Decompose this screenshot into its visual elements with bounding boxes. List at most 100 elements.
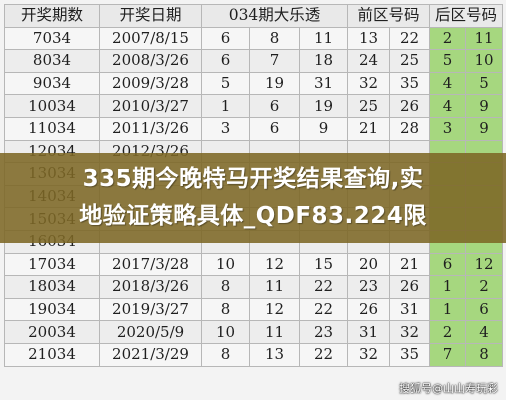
column-header: 034期大乐透 bbox=[201, 4, 348, 28]
number-cell: 23 bbox=[347, 275, 390, 299]
number-cell: 23 bbox=[299, 320, 348, 344]
number-cell: 19 bbox=[299, 94, 348, 118]
number-cell: 11 bbox=[249, 320, 300, 344]
number-cell: 8 bbox=[465, 342, 503, 367]
number-cell: 6 bbox=[201, 49, 250, 73]
number-cell: 20 bbox=[347, 252, 390, 277]
table-row: 19034 2019/3/27 8 12 22 26 31 1 6 bbox=[4, 297, 503, 322]
number-cell: 26 bbox=[389, 94, 430, 118]
number-cell: 10 bbox=[201, 320, 250, 344]
number-cell: 1 bbox=[429, 297, 466, 322]
table-header-row: 开奖期数 开奖日期 034期大乐透 前区号码 后区号码 bbox=[4, 4, 503, 28]
number-cell: 22 bbox=[299, 275, 348, 299]
number-cell: 8 bbox=[201, 275, 250, 299]
column-header: 前区号码 bbox=[347, 4, 430, 28]
number-cell: 35 bbox=[389, 71, 430, 96]
number-cell: 24 bbox=[347, 49, 390, 73]
number-cell: 2 bbox=[465, 275, 503, 299]
table-row: 7034 2007/8/15 6 8 11 13 22 2 11 bbox=[4, 26, 503, 51]
number-cell: 9 bbox=[465, 94, 503, 118]
banner-line-2: 地验证策略具体_QDF83.224限 bbox=[79, 203, 427, 229]
table-row: 17034 2017/3/28 10 12 15 20 21 6 12 bbox=[4, 252, 503, 277]
number-cell: 28 bbox=[389, 116, 430, 141]
period-cell: 10034 bbox=[4, 94, 100, 118]
number-cell: 31 bbox=[347, 320, 390, 344]
number-cell: 32 bbox=[347, 342, 390, 367]
column-header: 开奖期数 bbox=[4, 4, 100, 28]
date-cell: 2011/3/26 bbox=[99, 116, 202, 141]
number-cell: 3 bbox=[429, 116, 466, 141]
number-cell: 4 bbox=[465, 320, 503, 344]
number-cell: 26 bbox=[347, 297, 390, 322]
number-cell: 6 bbox=[249, 94, 300, 118]
table-row: 20034 2020/5/9 10 11 23 31 32 2 4 bbox=[4, 320, 503, 344]
number-cell: 2 bbox=[429, 320, 466, 344]
table-row: 21034 2021/3/29 8 13 22 32 35 7 8 bbox=[4, 342, 503, 367]
period-cell: 20034 bbox=[4, 320, 100, 344]
number-cell: 8 bbox=[249, 26, 300, 51]
number-cell: 13 bbox=[347, 26, 390, 51]
date-cell: 2020/5/9 bbox=[99, 320, 202, 344]
number-cell: 22 bbox=[389, 26, 430, 51]
date-cell: 2009/3/28 bbox=[99, 71, 202, 96]
number-cell: 3 bbox=[201, 116, 250, 141]
period-cell: 17034 bbox=[4, 252, 100, 277]
period-cell: 8034 bbox=[4, 49, 100, 73]
number-cell: 5 bbox=[429, 49, 466, 73]
number-cell: 31 bbox=[389, 297, 430, 322]
number-cell: 10 bbox=[465, 49, 503, 73]
number-cell: 7 bbox=[249, 49, 300, 73]
number-cell: 21 bbox=[389, 252, 430, 277]
number-cell: 1 bbox=[429, 275, 466, 299]
number-cell: 26 bbox=[389, 275, 430, 299]
number-cell: 32 bbox=[389, 320, 430, 344]
date-cell: 2007/8/15 bbox=[99, 26, 202, 51]
column-header: 后区号码 bbox=[429, 4, 503, 28]
period-cell: 19034 bbox=[4, 297, 100, 322]
title-banner bbox=[0, 153, 506, 243]
number-cell: 2 bbox=[429, 26, 466, 51]
period-cell: 7034 bbox=[4, 26, 100, 51]
period-cell: 11034 bbox=[4, 116, 100, 141]
number-cell: 6 bbox=[465, 297, 503, 322]
period-cell: 18034 bbox=[4, 275, 100, 299]
column-header: 开奖日期 bbox=[99, 4, 202, 28]
number-cell: 7 bbox=[429, 342, 466, 367]
date-cell: 2021/3/29 bbox=[99, 342, 202, 367]
number-cell: 8 bbox=[201, 297, 250, 322]
number-cell: 31 bbox=[299, 71, 348, 96]
number-cell: 12 bbox=[249, 252, 300, 277]
number-cell: 5 bbox=[465, 71, 503, 96]
number-cell: 32 bbox=[347, 71, 390, 96]
number-cell: 6 bbox=[429, 252, 466, 277]
table-row: 8034 2008/3/26 6 7 18 24 25 5 10 bbox=[4, 49, 503, 73]
number-cell: 11 bbox=[299, 26, 348, 51]
date-cell: 2010/3/27 bbox=[99, 94, 202, 118]
number-cell: 4 bbox=[429, 71, 466, 96]
table-row: 10034 2010/3/27 1 6 19 25 26 4 9 bbox=[4, 94, 503, 118]
period-cell: 9034 bbox=[4, 71, 100, 96]
number-cell: 6 bbox=[201, 26, 250, 51]
date-cell: 2008/3/26 bbox=[99, 49, 202, 73]
date-cell: 2017/3/28 bbox=[99, 252, 202, 277]
number-cell: 22 bbox=[299, 342, 348, 367]
number-cell: 1 bbox=[201, 94, 250, 118]
number-cell: 6 bbox=[249, 116, 300, 141]
date-cell: 2019/3/27 bbox=[99, 297, 202, 322]
number-cell: 15 bbox=[299, 252, 348, 277]
number-cell: 12 bbox=[249, 297, 300, 322]
number-cell: 35 bbox=[389, 342, 430, 367]
source-watermark: 搜狐号@山山寿玩彩 bbox=[399, 382, 498, 395]
table-row: 11034 2011/3/26 3 6 9 21 28 3 9 bbox=[4, 116, 503, 141]
number-cell: 9 bbox=[465, 116, 503, 141]
number-cell: 5 bbox=[201, 71, 250, 96]
number-cell: 25 bbox=[347, 94, 390, 118]
number-cell: 11 bbox=[249, 275, 300, 299]
number-cell: 11 bbox=[465, 26, 503, 51]
banner-title: 335期今晚特马开奖结果查询,实 地验证策略具体_QDF83.224限 bbox=[0, 161, 506, 235]
period-cell: 21034 bbox=[4, 342, 100, 367]
number-cell: 4 bbox=[429, 94, 466, 118]
date-cell: 2018/3/26 bbox=[99, 275, 202, 299]
number-cell: 13 bbox=[249, 342, 300, 367]
